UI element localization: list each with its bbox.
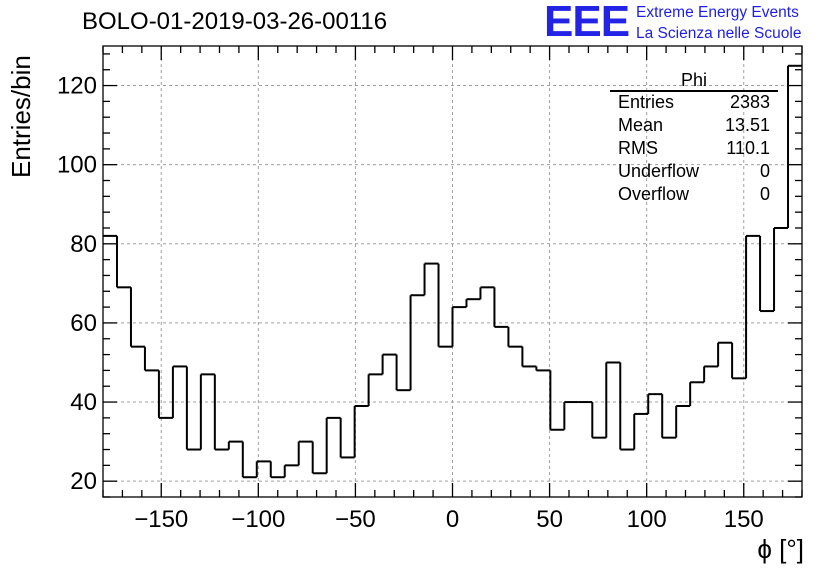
stat-row-underflow: Underflow 0: [618, 161, 770, 184]
y-tick-label: 20: [70, 468, 97, 495]
tick-marks: [102, 46, 803, 498]
stat-name: Entries: [618, 92, 675, 112]
histogram-bins: [103, 64, 802, 479]
stat-value: 0: [759, 161, 770, 181]
stat-value: 0: [759, 184, 770, 204]
stat-row-mean: Mean 13.51: [618, 115, 770, 138]
x-tick-label: −150: [134, 506, 188, 533]
logo-line-1: Extreme Energy Events: [636, 4, 799, 21]
y-tick-label: 40: [70, 389, 97, 416]
x-tick-label: 100: [627, 506, 667, 533]
stat-row-rms: RMS 110.1: [618, 138, 770, 161]
stat-row-overflow: Overflow 0: [618, 184, 770, 207]
stat-row-entries: Entries 2383: [618, 92, 770, 115]
y-axis-label: Entries/bin: [6, 55, 36, 178]
x-tick-label: 150: [724, 506, 764, 533]
stats-title-rule: [610, 90, 778, 92]
stat-name: RMS: [618, 138, 658, 158]
stat-value: 13.51: [724, 115, 770, 135]
eee-logo-mark: EEE: [544, 0, 630, 46]
y-tick-label: 120: [57, 73, 97, 100]
y-tick-label: 60: [70, 310, 97, 337]
x-tick-label: −50: [335, 506, 376, 533]
plot-title: BOLO-01-2019-03-26-00116: [82, 8, 388, 35]
tick-labels: −150 −100 −50 0 50 100 150 20 40 60 80 100 120: [57, 73, 764, 533]
y-tick-label: 80: [70, 231, 97, 258]
x-tick-label: −100: [231, 506, 285, 533]
stat-name: Mean: [618, 115, 664, 135]
stat-value: 110.1: [726, 138, 770, 158]
logo-line-2: La Scienza nelle Scuole: [636, 25, 802, 42]
x-axis-label: ϕ [°]: [757, 534, 804, 564]
stats-box: Phi Entries 2383 Mean 13.51 RMS 110.1 Un…: [610, 70, 778, 210]
stat-name: Overflow: [618, 184, 690, 204]
stat-value: 2383: [729, 92, 770, 112]
stat-name: Underflow: [618, 161, 700, 181]
stats-title: Phi: [680, 70, 707, 90]
x-tick-label: 50: [536, 506, 563, 533]
x-tick-label: 0: [446, 506, 459, 533]
y-tick-label: 100: [57, 152, 97, 179]
